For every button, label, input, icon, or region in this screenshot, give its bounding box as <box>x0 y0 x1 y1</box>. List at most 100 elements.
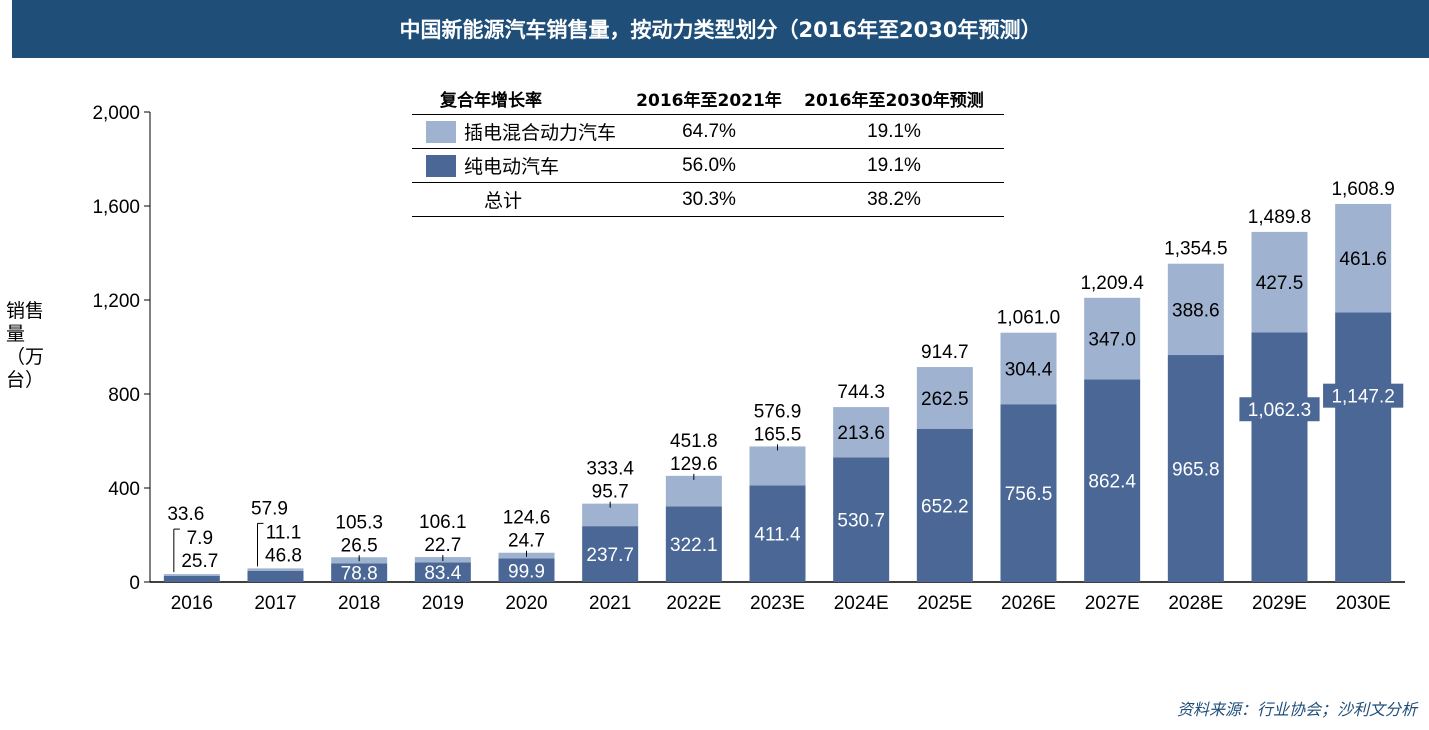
y-axis-title-line2: （万台） <box>6 346 45 391</box>
y-axis-title-line1: 销售量 <box>6 300 45 345</box>
y-tick-label: 2,000 <box>92 103 140 124</box>
bar-bev <box>247 571 304 582</box>
bev-value-label: 965.8 <box>1172 460 1220 481</box>
bar-bev <box>1251 332 1308 582</box>
y-tick-label: 1,600 <box>92 197 140 218</box>
phev-value-label: 24.7 <box>508 531 545 552</box>
bar-phev <box>582 503 639 527</box>
bar-phev <box>665 475 722 507</box>
phev-value-label: 7.9 <box>187 528 213 549</box>
cagr-row-label: 插电混合动力汽车 <box>464 122 617 144</box>
x-tick-label: 2017 <box>254 593 296 614</box>
bar-phev <box>749 446 806 486</box>
source-note: 资料来源：行业协会；沙利文分析 <box>1176 700 1417 719</box>
total-value-label: 1,608.9 <box>1331 179 1394 200</box>
bar-bev <box>498 558 555 582</box>
cagr-row-bev: 纯电动汽车 56.0% 19.1% <box>412 149 1004 183</box>
bar-bev <box>1084 379 1141 582</box>
total-value-label: 333.4 <box>586 459 634 480</box>
total-value-label: 1,209.4 <box>1080 273 1144 294</box>
bar-phev <box>163 574 220 576</box>
phev-value-label: 129.6 <box>670 454 718 475</box>
bev-value-label: 46.8 <box>265 545 302 566</box>
x-tick-label: 2027E <box>1085 593 1140 614</box>
total-value-label: 914.7 <box>921 342 969 363</box>
bev-value-label: 78.8 <box>341 564 378 585</box>
bev-value-label: 411.4 <box>754 525 801 546</box>
bar-phev <box>1000 332 1057 405</box>
x-tick-label: 2023E <box>750 593 805 614</box>
x-tick-label: 2019 <box>422 593 464 614</box>
bar-phev <box>1084 297 1141 380</box>
x-tick-label: 2028E <box>1168 593 1223 614</box>
x-tick-label: 2026E <box>1001 593 1056 614</box>
bar-phev <box>1167 263 1224 356</box>
x-tick-label: 2018 <box>338 593 380 614</box>
y-tick-label: 1,200 <box>92 291 140 312</box>
cagr-value: 30.3% <box>682 188 736 210</box>
bar-phev <box>1335 203 1392 313</box>
y-axis-title: 销售量 （万台） <box>6 300 56 392</box>
bev-value-label: 237.7 <box>586 545 634 566</box>
x-tick-label: 2029E <box>1252 593 1307 614</box>
bev-label-box <box>1239 397 1320 422</box>
bar-phev <box>916 367 973 429</box>
bev-value-label: 83.4 <box>424 563 461 584</box>
y-tick-label: 400 <box>108 479 140 500</box>
bar-bev <box>749 485 806 582</box>
bev-value-label: 862.4 <box>1088 472 1136 493</box>
total-value-label: 744.3 <box>837 382 885 403</box>
phev-value-label: 388.6 <box>1172 300 1220 321</box>
bar-phev <box>247 568 304 572</box>
phev-value-label: 95.7 <box>592 482 629 503</box>
phev-legend-swatch <box>426 120 456 143</box>
bev-value-label: 1,147.2 <box>1331 387 1394 408</box>
cagr-value: 56.0% <box>682 154 736 176</box>
x-tick-label: 2030E <box>1336 593 1391 614</box>
cagr-row-label: 总计 <box>484 190 523 212</box>
cagr-row-total: 总计 30.3% 38.2% <box>412 183 1004 217</box>
bev-value-label: 530.7 <box>837 511 885 532</box>
total-value-label: 451.8 <box>670 431 718 452</box>
bar-phev <box>1251 231 1308 333</box>
x-tick-label: 2021 <box>589 593 631 614</box>
total-value-label: 57.9 <box>251 498 288 519</box>
total-value-label: 106.1 <box>419 512 467 533</box>
cagr-value: 38.2% <box>867 188 921 210</box>
total-value-label: 105.3 <box>335 512 383 533</box>
total-value-label: 1,354.5 <box>1164 239 1227 260</box>
x-tick-label: 2020 <box>505 593 547 614</box>
phev-value-label: 22.7 <box>424 535 461 556</box>
bar-bev <box>163 575 220 582</box>
cagr-row-label: 纯电动汽车 <box>464 156 560 178</box>
phev-value-label: 26.5 <box>341 535 378 556</box>
phev-value-label: 262.5 <box>921 389 969 410</box>
x-tick-label: 2024E <box>834 593 889 614</box>
cagr-header-row: 复合年增长率 2016年至2021年 2016年至2030年预测 <box>412 82 1004 115</box>
bev-value-label: 25.7 <box>181 551 218 572</box>
cagr-value: 19.1% <box>867 154 921 176</box>
bar-bev <box>1167 355 1224 582</box>
phev-value-label: 427.5 <box>1256 273 1304 294</box>
chart-title: 中国新能源汽车销售量，按动力类型划分（2016年至2030年预测） <box>12 0 1429 58</box>
bar-bev <box>1335 312 1392 582</box>
total-value-label: 124.6 <box>503 508 551 529</box>
total-value-label: 33.6 <box>167 504 204 525</box>
bev-label-box <box>1323 383 1404 408</box>
bev-value-label: 756.5 <box>1005 484 1053 505</box>
total-value-label: 1,061.0 <box>997 308 1060 329</box>
bar-bev <box>582 526 639 582</box>
bar-phev <box>833 407 890 458</box>
cagr-header-period2: 2016年至2030年预测 <box>804 90 984 111</box>
x-tick-label: 2016 <box>171 593 213 614</box>
phev-value-label: 11.1 <box>266 522 302 543</box>
cagr-table: 复合年增长率 2016年至2021年 2016年至2030年预测 插电混合动力汽… <box>412 82 1004 217</box>
cagr-value: 19.1% <box>867 120 921 142</box>
bar-bev <box>665 506 722 582</box>
bev-value-label: 652.2 <box>921 496 969 517</box>
bev-value-label: 99.9 <box>508 561 545 582</box>
total-value-label: 576.9 <box>754 401 802 422</box>
phev-value-label: 347.0 <box>1088 330 1136 351</box>
bar-bev <box>833 457 890 582</box>
